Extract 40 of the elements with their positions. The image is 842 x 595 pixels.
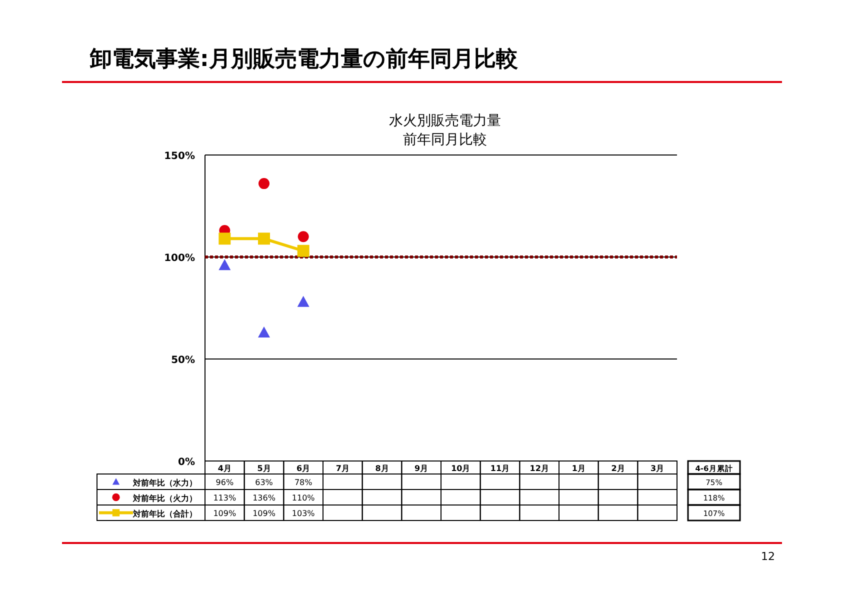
data-label: 113% [213,493,236,502]
chart-subtitle: 水火別販売電力量 [389,113,501,129]
x-tick-label: 3月 [650,464,664,473]
x-tick-label: 5月 [257,464,271,473]
x-tick-label: 10月 [451,464,470,473]
text: 12 [761,550,775,563]
x-tick-label: 7月 [336,464,350,473]
y-tick-label: 0% [178,457,195,468]
data-label: 63% [255,478,274,487]
y-tick-label: 150% [164,151,195,162]
x-tick-label: 11月 [490,464,510,473]
point [298,231,309,242]
data-label: 103% [292,508,316,518]
x-tick-label: 8月 [375,464,389,473]
y-tick-label: 50% [171,355,195,366]
legend-label: 対前年比（水力） [132,477,197,488]
point [218,259,231,270]
point [297,244,310,257]
point [297,296,310,307]
x-tick-label: 2月 [611,464,625,473]
legend-label: 対前年比（火力） [132,492,197,503]
x-tick-label: 1月 [572,464,586,473]
x-tick-label: 4月 [218,464,232,473]
point [258,326,270,338]
y-tick-label: 100% [164,253,195,264]
data-label: 78% [294,478,313,487]
text: 前年同月比較 [403,132,487,148]
x-tick-label: 6月 [296,464,310,473]
point [258,232,270,245]
data-label: 136% [252,493,276,502]
data-label: 109% [213,508,236,518]
chart-title: 卸電気事業:月別販売電力量の前年同月比較 [89,47,519,72]
legend-label: 対前年比（合計） [132,508,197,518]
x-tick-label: 9月 [414,464,428,473]
x-tick-label: 12月 [530,464,549,473]
data-label: 109% [252,508,276,518]
point [218,232,231,245]
point [258,178,270,190]
data-label: 96% [216,478,234,487]
data-label: 110% [292,493,316,502]
